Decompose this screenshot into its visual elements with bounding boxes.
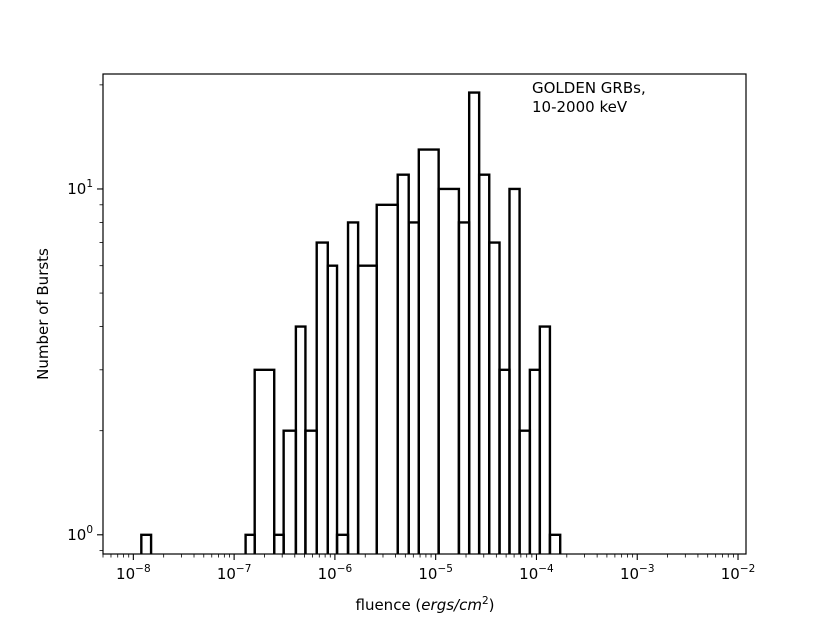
histogram-bin-26: [548, 533, 562, 554]
x-tick-label-3: 10−5: [418, 563, 453, 583]
x-axis-ticks: 10−8 10−7 10−6 10−5 10−4 10−3 10−2: [102, 554, 756, 583]
x-axis-label-prefix: fluence (: [356, 596, 422, 614]
x-tick-label-5: 10−3: [620, 563, 655, 583]
x-axis-label-suffix: ): [489, 596, 495, 614]
histogram-steps: [140, 91, 562, 554]
x-tick-label-6: 10−2: [721, 563, 756, 583]
histogram-bin-25: [538, 325, 552, 554]
x-tick-label-1: 10−7: [217, 563, 252, 583]
annotation-line-1: GOLDEN GRBs,: [532, 79, 646, 97]
x-tick-label-4: 10−4: [519, 563, 554, 583]
y-axis-ticks: 100 101: [67, 84, 103, 552]
x-tick-label-0: 10−8: [116, 563, 151, 583]
annotation-line-2: 10-2000 keV: [532, 98, 628, 116]
x-axis-label-sup: 2: [482, 595, 489, 607]
y-tick-label-1: 101: [67, 178, 93, 198]
y-tick-label-0: 100: [67, 524, 93, 544]
plot-background: [103, 74, 746, 554]
histogram-bin-0: [140, 533, 153, 554]
histogram-bin-22: [508, 187, 521, 554]
x-axis-label: fluence (ergs/cm2): [356, 595, 495, 614]
y-axis-label: Number of Bursts: [34, 248, 52, 380]
x-tick-label-2: 10−6: [318, 563, 353, 583]
histogram-bin-8: [326, 264, 339, 554]
histogram-bin-2: [253, 368, 276, 554]
plot-frame: [102, 73, 747, 555]
x-axis-label-italic: ergs/cm: [421, 596, 482, 614]
